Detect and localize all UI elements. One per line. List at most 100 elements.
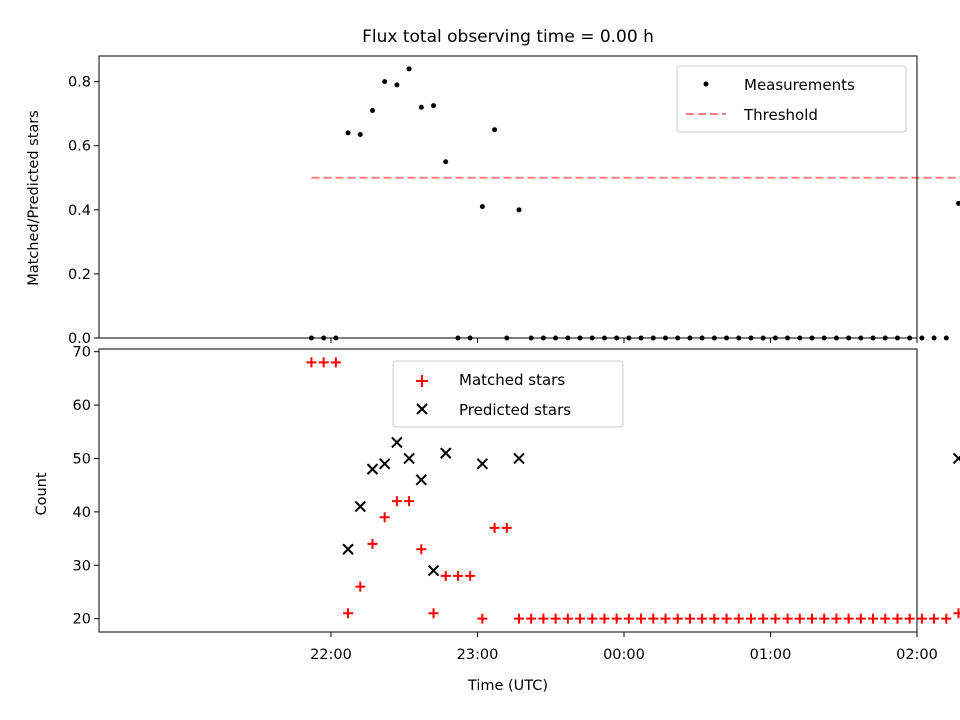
matched-point: [587, 613, 598, 624]
count-plot: Count Time (UTC) 20 30 40 50 60 70 22:00 23:00 0…: [34, 345, 960, 694]
measurement-point: [369, 107, 375, 113]
x-axis-label: Time (UTC): [467, 678, 548, 694]
ratio-legend-box: [676, 65, 907, 133]
matched-point: [318, 357, 329, 368]
measurement-point: [431, 103, 437, 109]
ratio-y-tick-label: 0.6: [68, 139, 91, 155]
matched-point: [501, 522, 512, 533]
figure-title: Flux total observing time = 0.00 h: [362, 27, 654, 47]
matched-point: [404, 496, 415, 507]
predicted-point: [513, 452, 525, 465]
ratio-y-tick-label: 0.4: [68, 203, 91, 219]
matched-point: [855, 613, 866, 624]
matched-point: [513, 613, 524, 624]
matched-point: [733, 613, 744, 624]
matched-point: [831, 613, 842, 624]
x-tick-label: 23:00: [457, 647, 499, 663]
matched-point: [819, 613, 830, 624]
matched-point: [953, 608, 960, 619]
matched-point: [477, 613, 488, 624]
legend-threshold-label: Threshold: [743, 106, 818, 124]
predicted-point: [391, 436, 403, 449]
matched-point: [526, 613, 537, 624]
predicted-point: [342, 543, 354, 555]
predicted-point: [415, 474, 428, 486]
count-y-tick-label: 60: [73, 398, 91, 414]
matched-point: [758, 613, 769, 624]
measurement-point: [406, 66, 412, 72]
measurement-point: [516, 207, 522, 213]
measurement-point: [931, 335, 937, 341]
ratio-y-tick-label: 0.2: [68, 267, 91, 283]
matched-point: [379, 512, 390, 523]
count-marks: [306, 357, 960, 624]
matched-point: [550, 613, 561, 624]
ratio-y-axis-label: Matched/Predicted stars: [26, 110, 42, 286]
legend-matched-label: Matched stars: [459, 371, 565, 389]
matched-point: [916, 613, 927, 624]
matched-point: [330, 357, 341, 368]
matched-point: [941, 613, 952, 624]
matched-point: [636, 613, 647, 624]
predicted-point: [354, 500, 366, 513]
matched-point: [807, 613, 818, 624]
matched-point: [672, 613, 683, 624]
matched-point: [428, 608, 439, 619]
matched-point: [684, 613, 695, 624]
predicted-point: [952, 452, 960, 465]
predicted-point: [403, 452, 415, 465]
predicted-point: [440, 447, 452, 459]
legend-matched-marker: [416, 375, 428, 387]
matched-point: [611, 613, 622, 624]
matched-point: [770, 613, 781, 624]
ratio-plot: Matched/Predicted stars 0.00.20.40.60.8 …: [26, 55, 960, 347]
ratio-legend: Measurements Threshold: [676, 65, 907, 133]
count-y-tick-label: 70: [73, 345, 91, 361]
predicted-point: [476, 458, 489, 470]
predicted-point: [427, 564, 440, 577]
count-ticks: 20304050607022:0023:0000:0001:0002:0003:…: [73, 345, 938, 663]
predicted-point: [366, 463, 379, 475]
legend-predicted-marker: [416, 403, 428, 415]
ratio-y-tick-label: 0.0: [68, 331, 91, 347]
matched-point: [660, 613, 671, 624]
measurement-point: [443, 159, 449, 165]
measurement-point: [919, 335, 925, 341]
matched-point: [306, 357, 317, 368]
count-legend-box: [392, 360, 624, 428]
matched-point: [880, 613, 891, 624]
matched-point: [440, 570, 451, 581]
count-y-axis-label: Count: [34, 472, 50, 515]
matched-point: [489, 522, 500, 533]
measurement-point: [345, 130, 351, 136]
measurement-point: [382, 79, 388, 85]
matched-point: [697, 613, 708, 624]
measurement-point: [357, 132, 363, 138]
matched-point: [782, 613, 793, 624]
matched-point: [794, 613, 805, 624]
measurement-point: [956, 200, 960, 206]
matched-point: [745, 613, 756, 624]
matched-point: [599, 613, 610, 624]
predicted-point: [378, 458, 391, 470]
measurement-point: [394, 82, 400, 88]
measurement-point: [943, 335, 949, 341]
matched-point: [623, 613, 634, 624]
matched-point: [904, 613, 915, 624]
matched-point: [843, 613, 854, 624]
count-y-tick-label: 50: [73, 451, 91, 467]
x-tick-label: 02:00: [896, 647, 938, 663]
matched-point: [709, 613, 720, 624]
count-axes-frame: [98, 348, 918, 633]
matched-point: [538, 613, 549, 624]
legend-predicted-label: Predicted stars: [459, 401, 571, 419]
matched-point: [575, 613, 586, 624]
matched-point: [721, 613, 732, 624]
measurement-point: [479, 204, 485, 210]
ratio-marks: [308, 66, 960, 341]
x-tick-label: 00:00: [603, 647, 645, 663]
count-y-tick-label: 40: [73, 505, 91, 521]
legend-measurements-marker: [703, 81, 709, 87]
matched-point: [416, 544, 427, 555]
